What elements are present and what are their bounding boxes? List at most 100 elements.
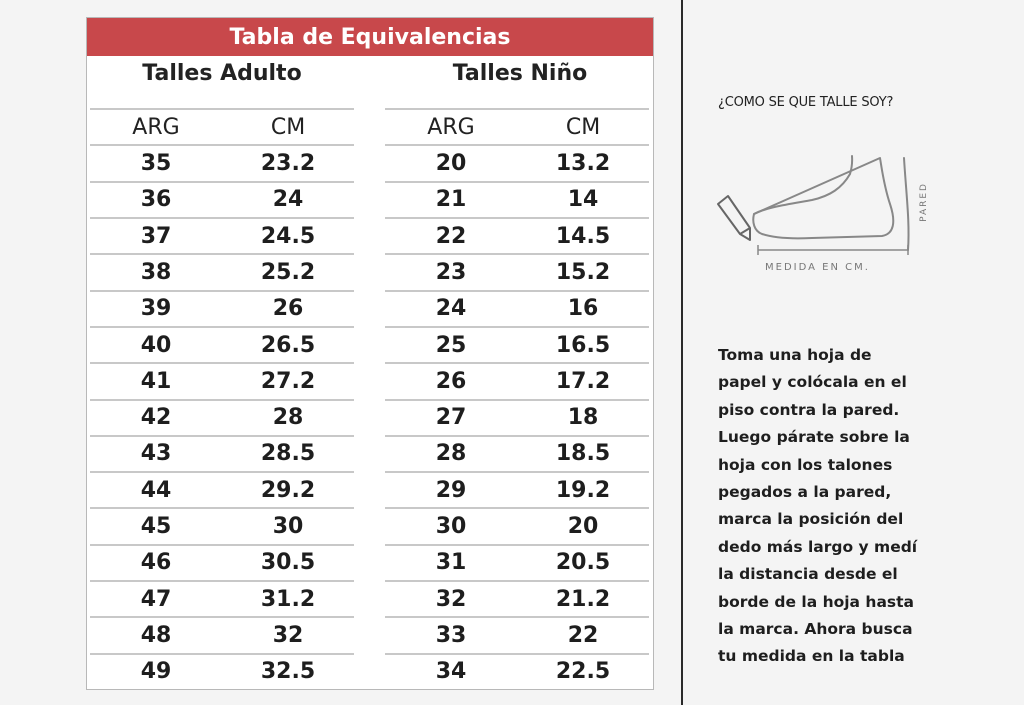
cm-column-header: CM [565,114,601,140]
table-row: 33 22 [385,616,649,652]
arg-size-cell: 28 [435,441,467,467]
arg-size-cell: 33 [435,623,467,649]
table-row: 37 24.5 [90,216,354,253]
foot-measurement-diagram [717,155,910,255]
size-equivalence-table: Tabla de Equivalencias Talles Adulto Tal… [86,17,654,690]
measure-label: MEDIDA EN CM. [765,262,870,273]
measurement-line [757,245,909,255]
cm-size-cell: 14.5 [555,223,611,249]
cm-size-cell: 32 [272,623,304,649]
adult-sizes-header: Talles Adulto [142,61,302,86]
cm-size-cell: 20.5 [555,550,611,576]
table-row: 29 19.2 [385,471,649,507]
table-row: 49 32.5 [90,652,354,689]
cm-size-cell: 14 [567,187,599,213]
table-row: 40 26.5 [90,325,354,362]
cm-size-cell: 20 [567,514,599,540]
table-row: 43 28.5 [90,434,354,471]
cm-size-cell: 17.2 [555,368,611,394]
arg-size-cell: 49 [140,659,172,685]
table-row: 24 16 [385,289,649,326]
table-row: 35 23.2 [90,144,354,180]
instruction-line: Luego párate sobre la [718,428,910,447]
table-row: 42 28 [90,398,354,435]
table-row: 41 27.2 [90,362,354,398]
arg-size-cell: 43 [140,441,172,467]
table-row: 45 30 [90,507,354,543]
arg-size-cell: 48 [140,623,172,649]
cm-size-cell: 24 [272,187,304,213]
column-header-row: ARG CM [90,108,354,144]
table-row: 38 25.2 [90,253,354,289]
child-sizes-section: ARG CM 20 13.2 21 14 22 14.5 23 15.2 24 16 25 16.5 26 1… [385,108,649,689]
instruction-line: borde de la hoja hasta [718,592,915,611]
arg-size-cell: 27 [435,405,467,431]
child-sizes-header: Talles Niño [452,61,588,86]
table-row: 48 32 [90,616,354,652]
arg-size-cell: 31 [435,550,467,576]
arg-size-cell: 24 [435,296,467,322]
cm-size-cell: 26.5 [260,332,316,358]
cm-size-cell: 30 [272,514,304,540]
instruction-line: la distancia desde el [718,565,898,584]
table-row: 23 15.2 [385,253,649,289]
instruction-line: tu medida en la tabla [718,647,905,666]
table-row: 27 18 [385,398,649,435]
table-row: 39 26 [90,289,354,326]
cm-size-cell: 22.5 [555,659,611,685]
arg-size-cell: 21 [435,187,467,213]
table-row: 21 14 [385,180,649,217]
measuring-instructions: Toma una hoja de papel y colócala en el pi… [718,342,958,671]
arg-size-cell: 46 [140,550,172,576]
table-row: 28 18.5 [385,434,649,471]
table-row: 30 20 [385,507,649,543]
table-row: 44 29.2 [90,471,354,507]
arg-size-cell: 22 [435,223,467,249]
arg-size-cell: 36 [140,187,172,213]
instruction-line: Toma una hoja de [718,346,872,364]
table-row: 46 30.5 [90,543,354,580]
foot-icon [752,155,910,251]
cm-size-cell: 32.5 [260,659,316,685]
cm-size-cell: 23.2 [260,150,316,176]
arg-size-cell: 45 [140,514,172,540]
table-row: 20 13.2 [385,144,649,180]
cm-column-header: CM [270,114,306,140]
instruction-line: pegados a la pared, [718,483,892,502]
cm-size-cell: 19.2 [555,477,611,503]
arg-size-cell: 35 [140,150,172,176]
arg-size-cell: 44 [140,477,172,503]
size-question-heading: ¿COMO SE QUE TALLE SOY? [718,95,894,110]
cm-size-cell: 15.2 [555,259,611,285]
cm-size-cell: 28.5 [260,441,316,467]
arg-size-cell: 40 [140,332,172,358]
instruction-line: hoja con los talones [718,455,893,474]
table-row: 47 31.2 [90,580,354,616]
arg-size-cell: 41 [140,368,172,394]
table-row: 34 22.5 [385,652,649,689]
column-header-row: ARG CM [385,108,649,144]
arg-size-cell: 39 [140,296,172,322]
table-row: 31 20.5 [385,543,649,580]
cm-size-cell: 16 [567,296,599,322]
cm-size-cell: 27.2 [260,368,316,394]
table-row: 22 14.5 [385,216,649,253]
arg-size-cell: 42 [140,405,172,431]
cm-size-cell: 24.5 [260,223,316,249]
cm-size-cell: 29.2 [260,477,316,503]
instruction-line: marca la posición del [718,510,904,529]
arg-size-cell: 26 [435,368,467,394]
cm-size-cell: 26 [272,296,304,322]
cm-size-cell: 18.5 [555,441,611,467]
arg-size-cell: 47 [140,586,172,612]
cm-size-cell: 25.2 [260,259,316,285]
cm-size-cell: 31.2 [260,586,316,612]
adult-sizes-section: ARG CM 35 23.2 36 24 37 24.5 38 25.2 39 26 40 26.5 41 2… [90,108,354,689]
cm-size-cell: 28 [272,405,304,431]
wall-label: PARED [919,182,929,222]
table-row: 26 17.2 [385,362,649,398]
arg-size-cell: 30 [435,514,467,540]
table-row: 32 21.2 [385,580,649,616]
arg-column-header: ARG [132,114,180,140]
instruction-line: la marca. Ahora busca [718,620,913,639]
